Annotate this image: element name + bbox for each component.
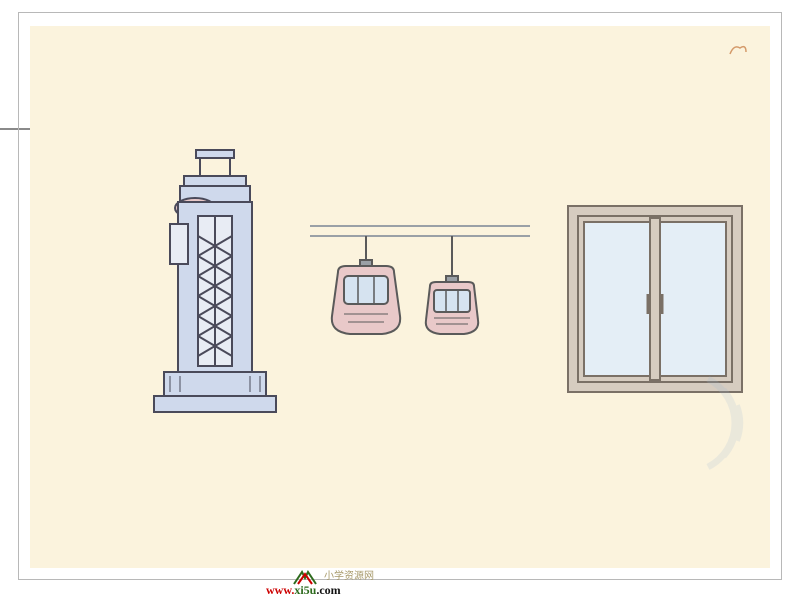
tower-illustration: [140, 146, 290, 416]
footer-url-suffix: .com: [316, 583, 340, 597]
watermark-icon: [642, 368, 752, 478]
corner-mark-icon: [728, 42, 748, 56]
tower-icon: [140, 146, 290, 416]
window-illustration: [566, 204, 744, 394]
slide-canvas: [30, 26, 770, 568]
window-icon: [566, 204, 744, 394]
cablecar-illustration: [310, 216, 530, 386]
cablecar-icon: [310, 216, 530, 386]
footer-url[interactable]: www.xi5u.com: [266, 583, 341, 598]
footer-url-mid: xi5u: [294, 583, 316, 597]
footer-url-prefix: www.: [266, 583, 294, 597]
footer-site-name: 小学资源网: [324, 567, 374, 582]
